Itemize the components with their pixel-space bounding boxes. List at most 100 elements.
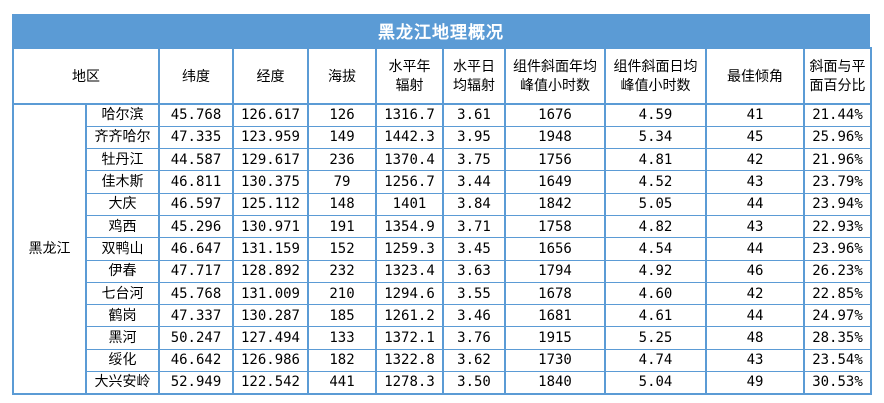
region-cell: 黑龙江 xyxy=(12,103,87,395)
cell-annual: 1256.7 xyxy=(375,170,444,194)
cell-lon: 130.287 xyxy=(232,304,309,328)
cell-lon: 123.959 xyxy=(232,125,309,150)
cell-lon: 130.375 xyxy=(232,170,309,194)
cell-annual: 1372.1 xyxy=(375,326,444,350)
cell-lat: 50.247 xyxy=(158,326,234,350)
cell-city: 佳木斯 xyxy=(85,170,160,194)
cell-tilt-annual: 1656 xyxy=(504,237,606,261)
cell-best-angle: 42 xyxy=(705,148,805,172)
table-row: 黑河 50.247 127.494 133 1372.1 3.76 1915 5.25 48 28… xyxy=(13,326,872,350)
cell-city: 伊春 xyxy=(85,259,160,283)
cell-daily: 3.61 xyxy=(442,103,506,127)
cell-city: 哈尔滨 xyxy=(85,103,160,127)
cell-daily: 3.71 xyxy=(442,214,506,239)
cell-city: 鸡西 xyxy=(85,214,160,239)
column-header-daily-radiation: 水平日 均辐射 xyxy=(442,47,506,105)
column-header-tilt-daily-peak-hours: 组件斜面日均 峰值小时数 xyxy=(604,47,707,105)
cell-pct: 30.53% xyxy=(803,371,872,395)
table-header: 地区 纬度 经度 海拔 水平年 辐射 水平日 均辐射 组件斜面年均 峰值小时数 … xyxy=(12,47,872,105)
cell-pct: 23.54% xyxy=(803,348,872,373)
column-header-annual-radiation: 水平年 辐射 xyxy=(375,47,444,105)
geography-table: 地区 纬度 经度 海拔 水平年 辐射 水平日 均辐射 组件斜面年均 峰值小时数 … xyxy=(12,47,872,395)
cell-daily: 3.45 xyxy=(442,237,506,261)
cell-best-angle: 46 xyxy=(705,259,805,283)
cell-lon: 131.159 xyxy=(232,237,309,261)
cell-alt: 152 xyxy=(307,237,377,261)
cell-tilt-annual: 1730 xyxy=(504,348,606,373)
cell-annual: 1261.2 xyxy=(375,304,444,328)
column-header-slope-plane-percentage: 斜面与平 面百分比 xyxy=(803,47,872,105)
cell-tilt-daily: 4.59 xyxy=(604,103,707,127)
cell-tilt-annual: 1681 xyxy=(504,304,606,328)
cell-lon: 126.986 xyxy=(232,348,309,373)
cell-pct: 22.93% xyxy=(803,214,872,239)
cell-best-angle: 43 xyxy=(705,214,805,239)
cell-annual: 1354.9 xyxy=(375,214,444,239)
cell-tilt-annual: 1676 xyxy=(504,103,606,127)
table-row: 大庆 46.597 125.112 148 1401 3.84 1842 5.05 44 23.9… xyxy=(13,192,872,216)
cell-city: 绥化 xyxy=(85,348,160,373)
cell-alt: 126 xyxy=(307,103,377,127)
cell-tilt-annual: 1794 xyxy=(504,259,606,283)
cell-pct: 24.97% xyxy=(803,304,872,328)
cell-tilt-annual: 1756 xyxy=(504,148,606,172)
cell-lon: 131.009 xyxy=(232,281,309,306)
cell-lon: 129.617 xyxy=(232,148,309,172)
cell-daily: 3.44 xyxy=(442,170,506,194)
cell-tilt-daily: 5.34 xyxy=(604,125,707,150)
cell-tilt-annual: 1840 xyxy=(504,371,606,395)
table-body: 黑龙江 哈尔滨 45.768 126.617 126 1316.7 3.61 1676 4.59… xyxy=(12,103,872,395)
cell-best-angle: 44 xyxy=(705,192,805,216)
cell-tilt-daily: 5.05 xyxy=(604,192,707,216)
cell-lon: 127.494 xyxy=(232,326,309,350)
cell-city: 大庆 xyxy=(85,192,160,216)
cell-tilt-annual: 1649 xyxy=(504,170,606,194)
table-row: 牡丹江 44.587 129.617 236 1370.4 3.75 1756 4.81 42 2… xyxy=(13,148,872,172)
cell-best-angle: 44 xyxy=(705,304,805,328)
table-row: 鹤岗 47.337 130.287 185 1261.2 3.46 1681 4.61 44 24… xyxy=(13,304,872,328)
table-row: 黑龙江 哈尔滨 45.768 126.617 126 1316.7 3.61 1676 4.59… xyxy=(12,103,872,395)
cell-tilt-annual: 1915 xyxy=(504,326,606,350)
cell-tilt-daily: 4.52 xyxy=(604,170,707,194)
cell-best-angle: 49 xyxy=(705,371,805,395)
cell-daily: 3.76 xyxy=(442,326,506,350)
cell-daily: 3.50 xyxy=(442,371,506,395)
cell-tilt-daily: 4.74 xyxy=(604,348,707,373)
cell-alt: 441 xyxy=(307,371,377,395)
cell-lon: 122.542 xyxy=(232,371,309,395)
cell-pct: 22.85% xyxy=(803,281,872,306)
cell-lat: 46.642 xyxy=(158,348,234,373)
column-header-region: 地区 xyxy=(12,47,160,105)
cell-annual: 1442.3 xyxy=(375,125,444,150)
cell-tilt-annual: 1678 xyxy=(504,281,606,306)
cell-tilt-daily: 4.60 xyxy=(604,281,707,306)
cell-best-angle: 45 xyxy=(705,125,805,150)
cell-pct: 23.96% xyxy=(803,237,872,261)
table-title: 黑龙江地理概况 xyxy=(12,14,870,47)
cell-best-angle: 41 xyxy=(705,103,805,127)
cell-tilt-daily: 4.82 xyxy=(604,214,707,239)
cell-alt: 149 xyxy=(307,125,377,150)
cell-alt: 236 xyxy=(307,148,377,172)
cell-tilt-daily: 4.54 xyxy=(604,237,707,261)
cell-daily: 3.46 xyxy=(442,304,506,328)
table-row: 绥化 46.642 126.986 182 1322.8 3.62 1730 4.74 43 23… xyxy=(13,348,872,373)
cell-lon: 128.892 xyxy=(232,259,309,283)
cell-best-angle: 44 xyxy=(705,237,805,261)
cell-city: 双鸭山 xyxy=(85,237,160,261)
cell-alt: 79 xyxy=(307,170,377,194)
table-row: 佳木斯 46.811 130.375 79 1256.7 3.44 1649 4.52 43 23… xyxy=(13,170,872,194)
cell-pct: 25.96% xyxy=(803,125,872,150)
cell-pct: 28.35% xyxy=(803,326,872,350)
cell-alt: 148 xyxy=(307,192,377,216)
cell-tilt-daily: 4.92 xyxy=(604,259,707,283)
cell-pct: 26.23% xyxy=(803,259,872,283)
cell-lat: 46.597 xyxy=(158,192,234,216)
cell-best-angle: 42 xyxy=(705,281,805,306)
cell-city: 七台河 xyxy=(85,281,160,306)
cell-annual: 1259.3 xyxy=(375,237,444,261)
table-row: 七台河 45.768 131.009 210 1294.6 3.55 1678 4.60 42 2… xyxy=(13,281,872,306)
cell-annual: 1370.4 xyxy=(375,148,444,172)
cell-tilt-daily: 5.25 xyxy=(604,326,707,350)
table-row: 鸡西 45.296 130.971 191 1354.9 3.71 1758 4.82 43 22… xyxy=(13,214,872,239)
